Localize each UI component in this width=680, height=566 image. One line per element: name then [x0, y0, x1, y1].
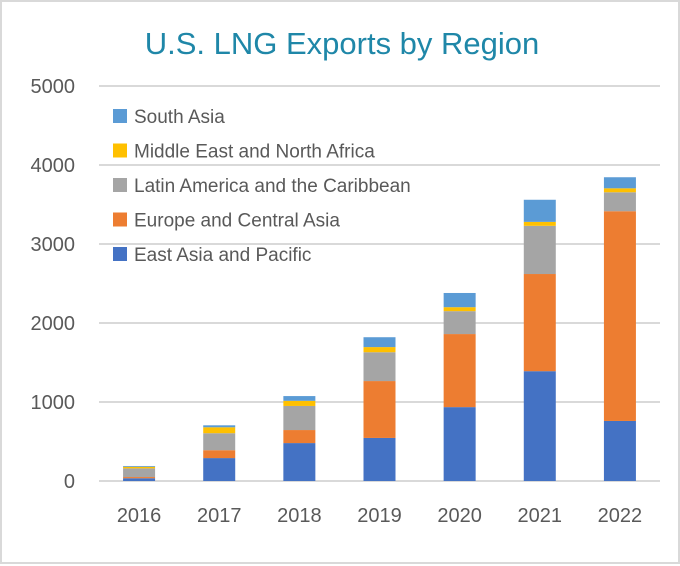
- legend-swatch-icon: [113, 143, 127, 158]
- bar-segment-middle-east-and-north-africa-2021: [523, 221, 556, 226]
- bar-stack-2021: [523, 199, 556, 481]
- legend-label: Middle East and North Africa: [134, 142, 375, 163]
- y-axis-ticks: 0 1000 2000 3000 4000 5000: [31, 76, 76, 493]
- bar-segment-europe-and-central-asia-2017: [203, 450, 236, 459]
- bar-segment-south-asia-2020: [443, 292, 476, 308]
- chart-title: U.S. LNG Exports by Region: [145, 26, 540, 61]
- bar-stack-2016: [123, 465, 156, 481]
- bar-stack-2019: [363, 337, 396, 481]
- gridlines: [99, 85, 660, 482]
- bar-stack-2020: [443, 292, 476, 481]
- bar-segment-east-asia-and-pacific-2017: [203, 458, 236, 481]
- x-axis-ticks: 2016 2017 2018 2019 2020 2021 2022: [117, 505, 642, 527]
- y-tick-label: 4000: [31, 155, 76, 177]
- y-tick-label: 0: [64, 471, 75, 493]
- bar-segment-middle-east-and-north-africa-2022: [603, 188, 636, 193]
- bar-segment-middle-east-and-north-africa-2016: [123, 466, 156, 469]
- legend-item: Europe and Central Asia: [113, 211, 340, 232]
- y-tick-label: 2000: [31, 313, 76, 335]
- x-tick-label: 2022: [598, 505, 643, 527]
- bar-segment-south-asia-2018: [283, 396, 316, 401]
- bar-segment-latin-america-and-the-caribbean-2017: [203, 433, 236, 451]
- bar-segment-east-asia-and-pacific-2018: [283, 443, 316, 481]
- x-tick-label: 2021: [518, 505, 563, 527]
- bar-segment-latin-america-and-the-caribbean-2020: [443, 311, 476, 335]
- bar-stack-2017: [203, 425, 236, 481]
- bar-segment-south-asia-2017: [203, 425, 236, 428]
- bar-segment-latin-america-and-the-caribbean-2018: [283, 405, 316, 431]
- bar-stack-2022: [603, 177, 636, 481]
- bar-segment-europe-and-central-asia-2018: [283, 430, 316, 444]
- bar-stack-2018: [283, 396, 316, 481]
- legend: South Asia Middle East and North Africa La…: [113, 107, 411, 266]
- legend-swatch-icon: [113, 178, 127, 192]
- y-tick-label: 3000: [31, 234, 76, 256]
- legend-item: South Asia: [113, 107, 225, 128]
- legend-item: East Asia and Pacific: [113, 245, 311, 266]
- x-tick-label: 2018: [277, 505, 322, 527]
- bar-segment-middle-east-and-north-africa-2019: [363, 347, 396, 353]
- legend-label: East Asia and Pacific: [134, 245, 311, 266]
- bar-segment-middle-east-and-north-africa-2018: [283, 400, 316, 406]
- legend-swatch-icon: [113, 247, 127, 261]
- bar-segment-south-asia-2021: [523, 199, 556, 222]
- legend-item: Middle East and North Africa: [113, 142, 375, 163]
- bar-segment-middle-east-and-north-africa-2020: [443, 307, 476, 312]
- bar-segment-latin-america-and-the-caribbean-2019: [363, 352, 396, 382]
- bar-segment-south-asia-2022: [603, 177, 636, 189]
- bar-segment-europe-and-central-asia-2016: [123, 477, 156, 479]
- legend-label: Latin America and the Caribbean: [134, 176, 411, 197]
- bar-segment-europe-and-central-asia-2021: [523, 274, 556, 372]
- bar-segment-south-asia-2019: [363, 337, 396, 348]
- bar-segment-east-asia-and-pacific-2020: [443, 407, 476, 481]
- legend-label: South Asia: [134, 107, 225, 128]
- y-tick-label: 1000: [31, 392, 76, 414]
- x-tick-label: 2020: [437, 505, 482, 527]
- bar-segment-east-asia-and-pacific-2021: [523, 371, 556, 481]
- bar-segment-east-asia-and-pacific-2016: [123, 478, 156, 481]
- x-tick-label: 2019: [357, 505, 402, 527]
- x-tick-label: 2017: [197, 505, 242, 527]
- bar-segment-east-asia-and-pacific-2019: [363, 437, 396, 481]
- bar-segment-latin-america-and-the-caribbean-2016: [123, 468, 156, 478]
- bar-segment-latin-america-and-the-caribbean-2021: [523, 225, 556, 275]
- legend-item: Latin America and the Caribbean: [113, 176, 411, 197]
- bar-segment-east-asia-and-pacific-2022: [603, 420, 636, 481]
- bar-segment-europe-and-central-asia-2019: [363, 381, 396, 438]
- bar-segment-middle-east-and-north-africa-2017: [203, 427, 236, 434]
- x-tick-label: 2016: [117, 505, 162, 527]
- bar-segment-south-asia-2016: [123, 465, 156, 467]
- bar-segment-europe-and-central-asia-2022: [603, 211, 636, 421]
- legend-swatch-icon: [113, 212, 127, 227]
- bars: [123, 177, 636, 481]
- legend-swatch-icon: [113, 109, 127, 123]
- y-tick-label: 5000: [31, 76, 76, 98]
- bar-segment-europe-and-central-asia-2020: [443, 334, 476, 408]
- bar-segment-latin-america-and-the-caribbean-2022: [603, 192, 636, 212]
- legend-label: Europe and Central Asia: [134, 211, 340, 232]
